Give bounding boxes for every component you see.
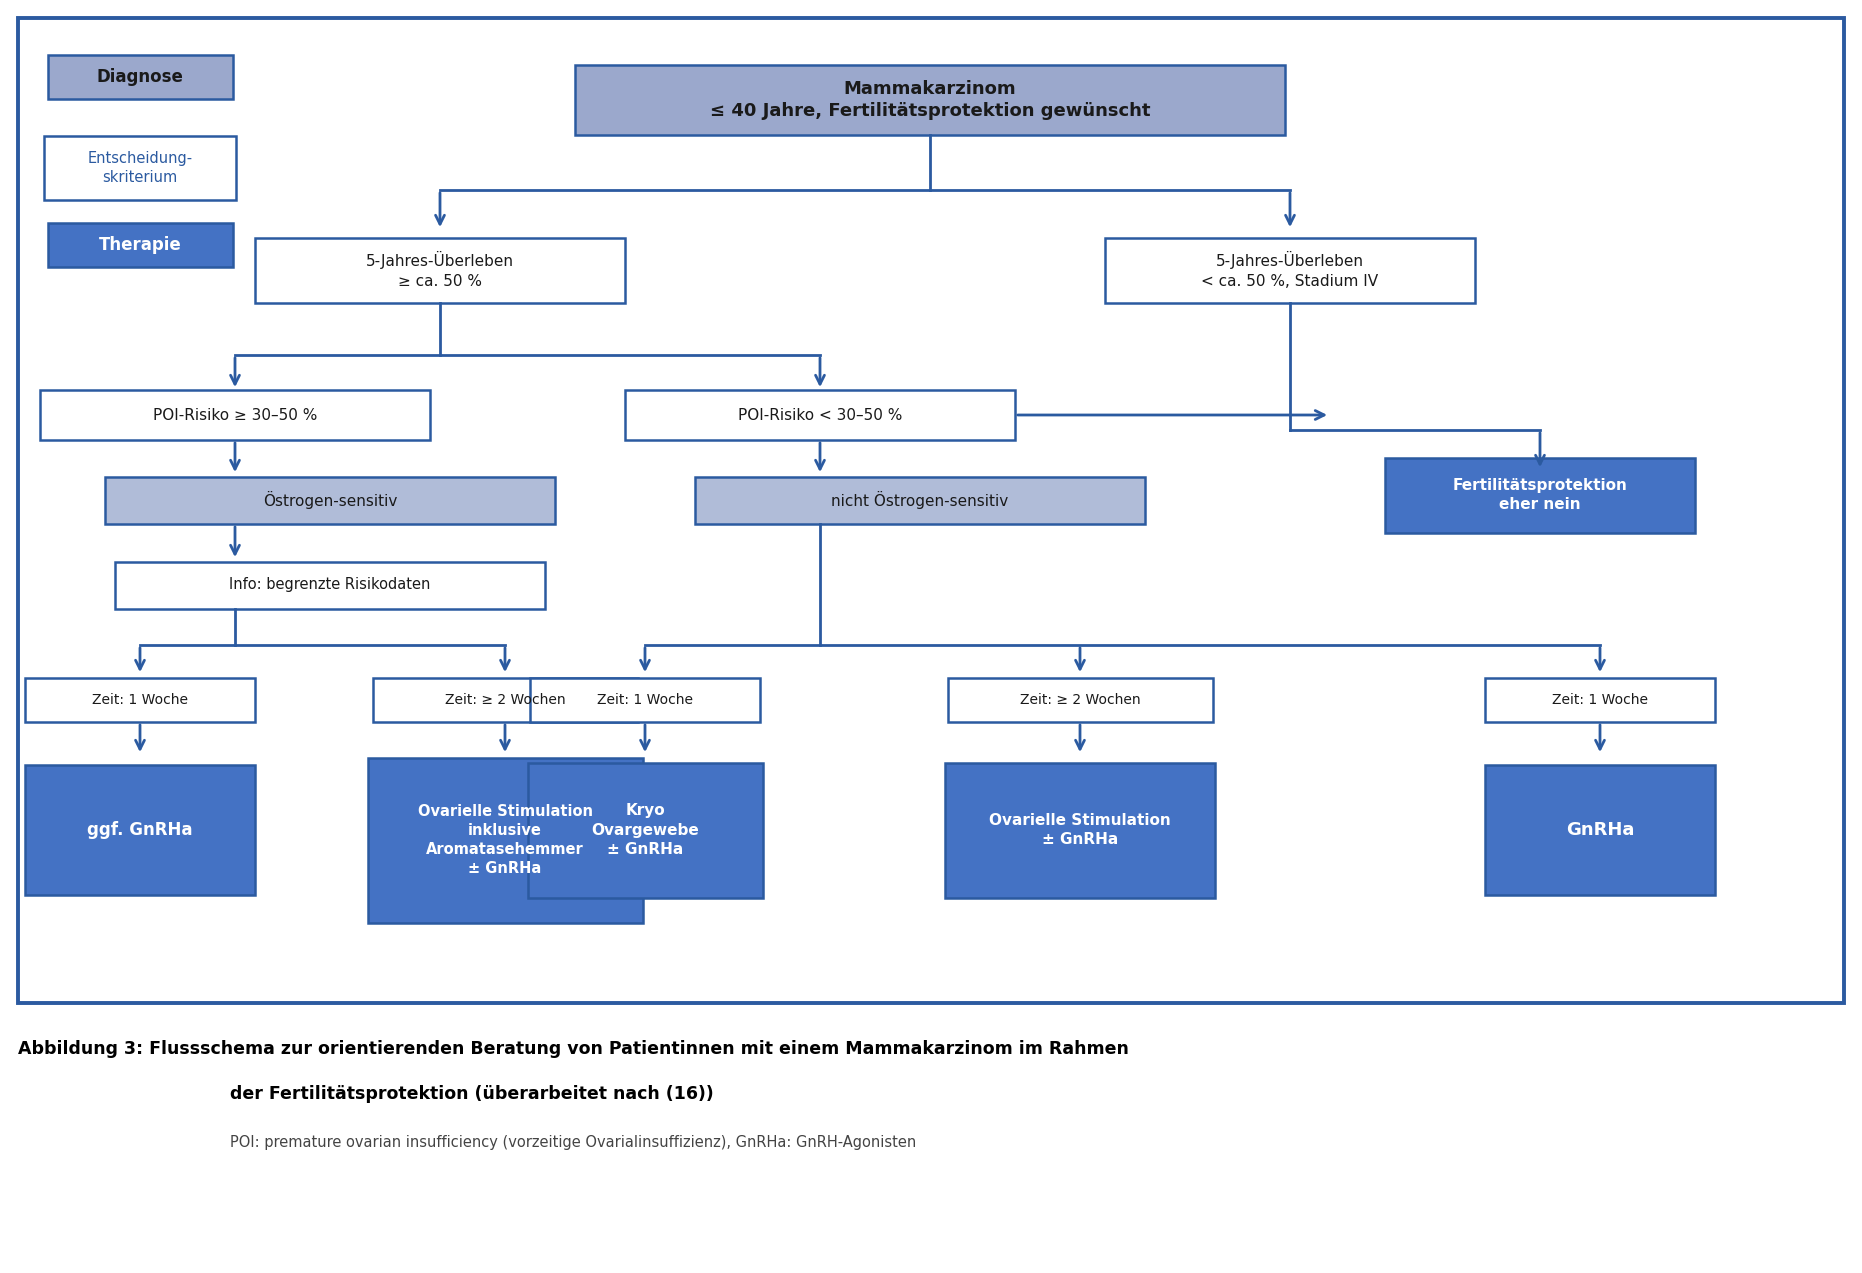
Bar [24, 679, 255, 722]
Text: POI: premature ovarian insufficiency (vorzeitige Ovarialinsuffizienz), GnRHa: Gn: POI: premature ovarian insufficiency (vo… [231, 1136, 916, 1150]
Text: Zeit: ≥ 2 Wochen: Zeit: ≥ 2 Wochen [1020, 693, 1140, 707]
Text: Zeit: ≥ 2 Wochen: Zeit: ≥ 2 Wochen [445, 693, 566, 707]
Text: Zeit: 1 Woche: Zeit: 1 Woche [598, 693, 693, 707]
Bar [372, 679, 637, 722]
Bar [19, 18, 1843, 1003]
Text: Diagnose: Diagnose [97, 67, 184, 87]
Text: Abbildung 3: Flussschema zur orientierenden Beratung von Patientinnen mit einem : Abbildung 3: Flussschema zur orientieren… [19, 1040, 1128, 1058]
Bar [1104, 238, 1475, 303]
Bar [695, 476, 1145, 523]
Text: Entscheidung-
skriterium: Entscheidung- skriterium [88, 151, 192, 185]
Bar [48, 223, 233, 267]
Text: Zeit: 1 Woche: Zeit: 1 Woche [91, 693, 188, 707]
Text: Zeit: 1 Woche: Zeit: 1 Woche [1553, 693, 1648, 707]
Text: Mammakarzinom
≤ 40 Jahre, Fertilitätsprotektion gewünscht: Mammakarzinom ≤ 40 Jahre, Fertilitätspro… [709, 79, 1151, 121]
Bar [255, 238, 626, 303]
Bar [626, 390, 1015, 440]
Text: GnRHa: GnRHa [1566, 821, 1635, 839]
Bar [946, 763, 1216, 897]
Text: der Fertilitätsprotektion (überarbeitet nach (16)): der Fertilitätsprotektion (überarbeitet … [231, 1085, 713, 1102]
Bar [527, 763, 763, 897]
Text: POI-Risiko < 30–50 %: POI-Risiko < 30–50 % [737, 407, 903, 423]
Text: ggf. GnRHa: ggf. GnRHa [88, 821, 194, 839]
Bar [531, 679, 760, 722]
Text: nicht Östrogen-sensitiv: nicht Östrogen-sensitiv [830, 491, 1009, 509]
Text: Info: begrenzte Risikodaten: Info: begrenzte Risikodaten [229, 578, 430, 592]
Bar [104, 476, 555, 523]
Bar [948, 679, 1212, 722]
Bar [1486, 765, 1715, 895]
Bar [39, 390, 430, 440]
Text: Kryo
Ovargewebe
± GnRHa: Kryo Ovargewebe ± GnRHa [590, 803, 698, 857]
Text: Ovarielle Stimulation
inklusive
Aromatasehemmer
± GnRHa: Ovarielle Stimulation inklusive Aromatas… [417, 803, 592, 876]
Text: Östrogen-sensitiv: Östrogen-sensitiv [263, 491, 397, 509]
Text: Fertilitätsprotektion
eher nein: Fertilitätsprotektion eher nein [1452, 477, 1627, 512]
Text: 5-Jahres-Überleben
< ca. 50 %, Stadium IV: 5-Jahres-Überleben < ca. 50 %, Stadium I… [1201, 251, 1378, 289]
Text: Therapie: Therapie [99, 236, 181, 255]
Text: Ovarielle Stimulation
± GnRHa: Ovarielle Stimulation ± GnRHa [989, 813, 1171, 847]
Bar [115, 561, 546, 608]
Bar [45, 136, 236, 200]
Bar [48, 55, 233, 99]
Bar [1486, 679, 1715, 722]
Bar [367, 757, 642, 923]
Text: POI-Risiko ≥ 30–50 %: POI-Risiko ≥ 30–50 % [153, 407, 317, 423]
Bar [1385, 457, 1694, 532]
Bar [24, 765, 255, 895]
Text: 5-Jahres-Überleben
≥ ca. 50 %: 5-Jahres-Überleben ≥ ca. 50 % [367, 251, 514, 289]
Bar [575, 65, 1285, 135]
